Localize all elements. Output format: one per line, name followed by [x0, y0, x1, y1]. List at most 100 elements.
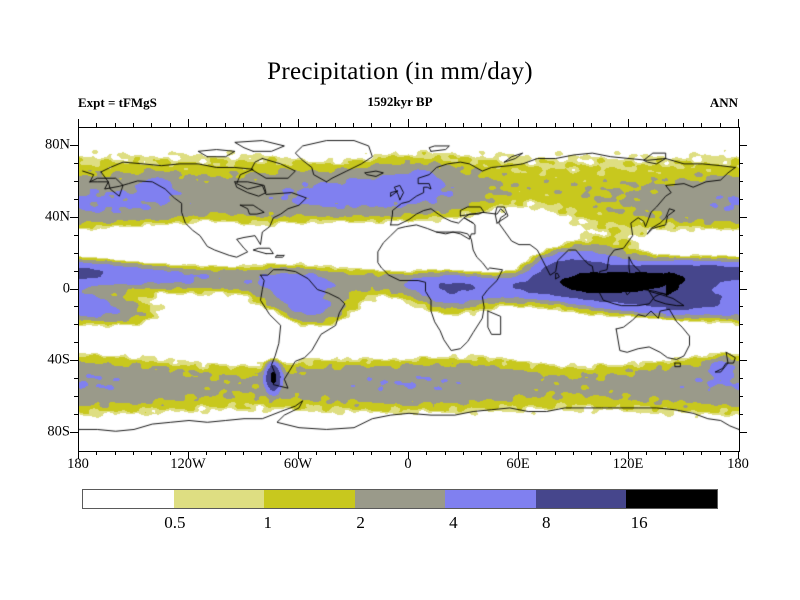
axis-tick	[720, 123, 721, 127]
axis-tick	[280, 451, 281, 455]
axis-tick	[701, 123, 702, 127]
axis-tick	[665, 451, 666, 455]
y-axis-label: 80S	[47, 423, 70, 440]
axis-tick	[243, 123, 244, 127]
axis-tick	[445, 451, 446, 455]
chart-subtitle: 1592kyr BP	[367, 94, 433, 109]
axis-tick	[739, 271, 743, 272]
axis-tick	[701, 451, 702, 455]
axis-tick	[70, 145, 78, 146]
axis-tick	[206, 451, 207, 455]
y-axis-label: 0	[62, 280, 70, 296]
axis-tick	[70, 217, 78, 218]
axis-tick	[720, 451, 721, 455]
axis-tick	[70, 432, 78, 433]
axis-tick	[463, 451, 464, 455]
axis-tick	[683, 123, 684, 127]
colorbar-tick-label: 1	[263, 513, 272, 532]
axis-tick	[96, 451, 97, 455]
axis-tick	[481, 123, 482, 127]
y-axis-label: 80N	[45, 136, 70, 153]
axis-tick	[739, 378, 743, 379]
axis-tick	[739, 145, 747, 146]
axis-tick	[646, 451, 647, 455]
axis-tick	[739, 217, 747, 218]
axis-tick	[500, 123, 501, 127]
axis-tick	[500, 451, 501, 455]
axis-tick	[298, 451, 299, 459]
axis-tick	[445, 123, 446, 127]
axis-tick	[280, 123, 281, 127]
axis-tick	[316, 123, 317, 127]
colorbar-band	[445, 490, 536, 508]
axis-tick	[738, 119, 739, 127]
axis-tick	[591, 451, 592, 455]
axis-tick	[738, 451, 739, 459]
axis-tick	[74, 342, 78, 343]
colorbar	[82, 489, 718, 509]
axis-tick	[628, 119, 629, 127]
axis-tick	[261, 123, 262, 127]
y-axis-label: 40S	[47, 351, 70, 368]
axis-tick	[536, 451, 537, 455]
axis-tick	[555, 451, 556, 455]
axis-tick	[170, 451, 171, 455]
experiment-label: Expt = tFMgS	[78, 95, 157, 110]
axis-tick	[518, 451, 519, 459]
axis-tick	[151, 451, 152, 455]
x-axis-label: 60E	[506, 456, 530, 472]
axis-tick	[739, 289, 747, 290]
colorbar-band	[626, 490, 717, 508]
axis-tick	[390, 451, 391, 455]
precipitation-map	[79, 128, 739, 451]
axis-tick	[74, 199, 78, 200]
axis-tick	[74, 253, 78, 254]
axis-tick	[610, 123, 611, 127]
axis-tick	[739, 324, 743, 325]
axis-tick	[739, 414, 743, 415]
axis-tick	[739, 163, 743, 164]
axis-tick	[70, 289, 78, 290]
axis-tick	[78, 451, 79, 459]
axis-tick	[335, 451, 336, 455]
axis-tick	[243, 451, 244, 455]
x-axis-label: 120E	[612, 456, 644, 472]
axis-tick	[573, 123, 574, 127]
axis-tick	[261, 451, 262, 455]
axis-tick	[74, 396, 78, 397]
axis-tick	[739, 235, 743, 236]
axis-tick	[739, 306, 743, 307]
axis-tick	[335, 123, 336, 127]
axis-tick	[74, 181, 78, 182]
axis-tick	[683, 451, 684, 455]
axis-tick	[739, 432, 747, 433]
axis-tick	[646, 123, 647, 127]
axis-tick	[316, 451, 317, 455]
axis-tick	[225, 123, 226, 127]
axis-tick	[74, 163, 78, 164]
axis-tick	[74, 271, 78, 272]
colorbar-tick-label: 16	[630, 513, 648, 532]
axis-tick	[739, 199, 743, 200]
axis-tick	[74, 235, 78, 236]
axis-tick	[739, 396, 743, 397]
axis-tick	[96, 123, 97, 127]
axis-tick	[739, 181, 743, 182]
axis-tick	[78, 119, 79, 127]
axis-tick	[481, 451, 482, 455]
axis-tick	[536, 123, 537, 127]
axis-tick	[188, 119, 189, 127]
axis-tick	[225, 451, 226, 455]
axis-tick	[70, 360, 78, 361]
axis-tick	[739, 342, 743, 343]
colorbar-tick-label: 2	[356, 513, 365, 532]
axis-tick	[188, 451, 189, 459]
axis-tick	[426, 451, 427, 455]
axis-tick	[591, 123, 592, 127]
axis-tick	[298, 119, 299, 127]
axis-tick	[426, 123, 427, 127]
colorbar-band	[83, 490, 174, 508]
x-axis-label: 120W	[170, 456, 206, 472]
axis-tick	[206, 123, 207, 127]
axis-tick	[353, 451, 354, 455]
